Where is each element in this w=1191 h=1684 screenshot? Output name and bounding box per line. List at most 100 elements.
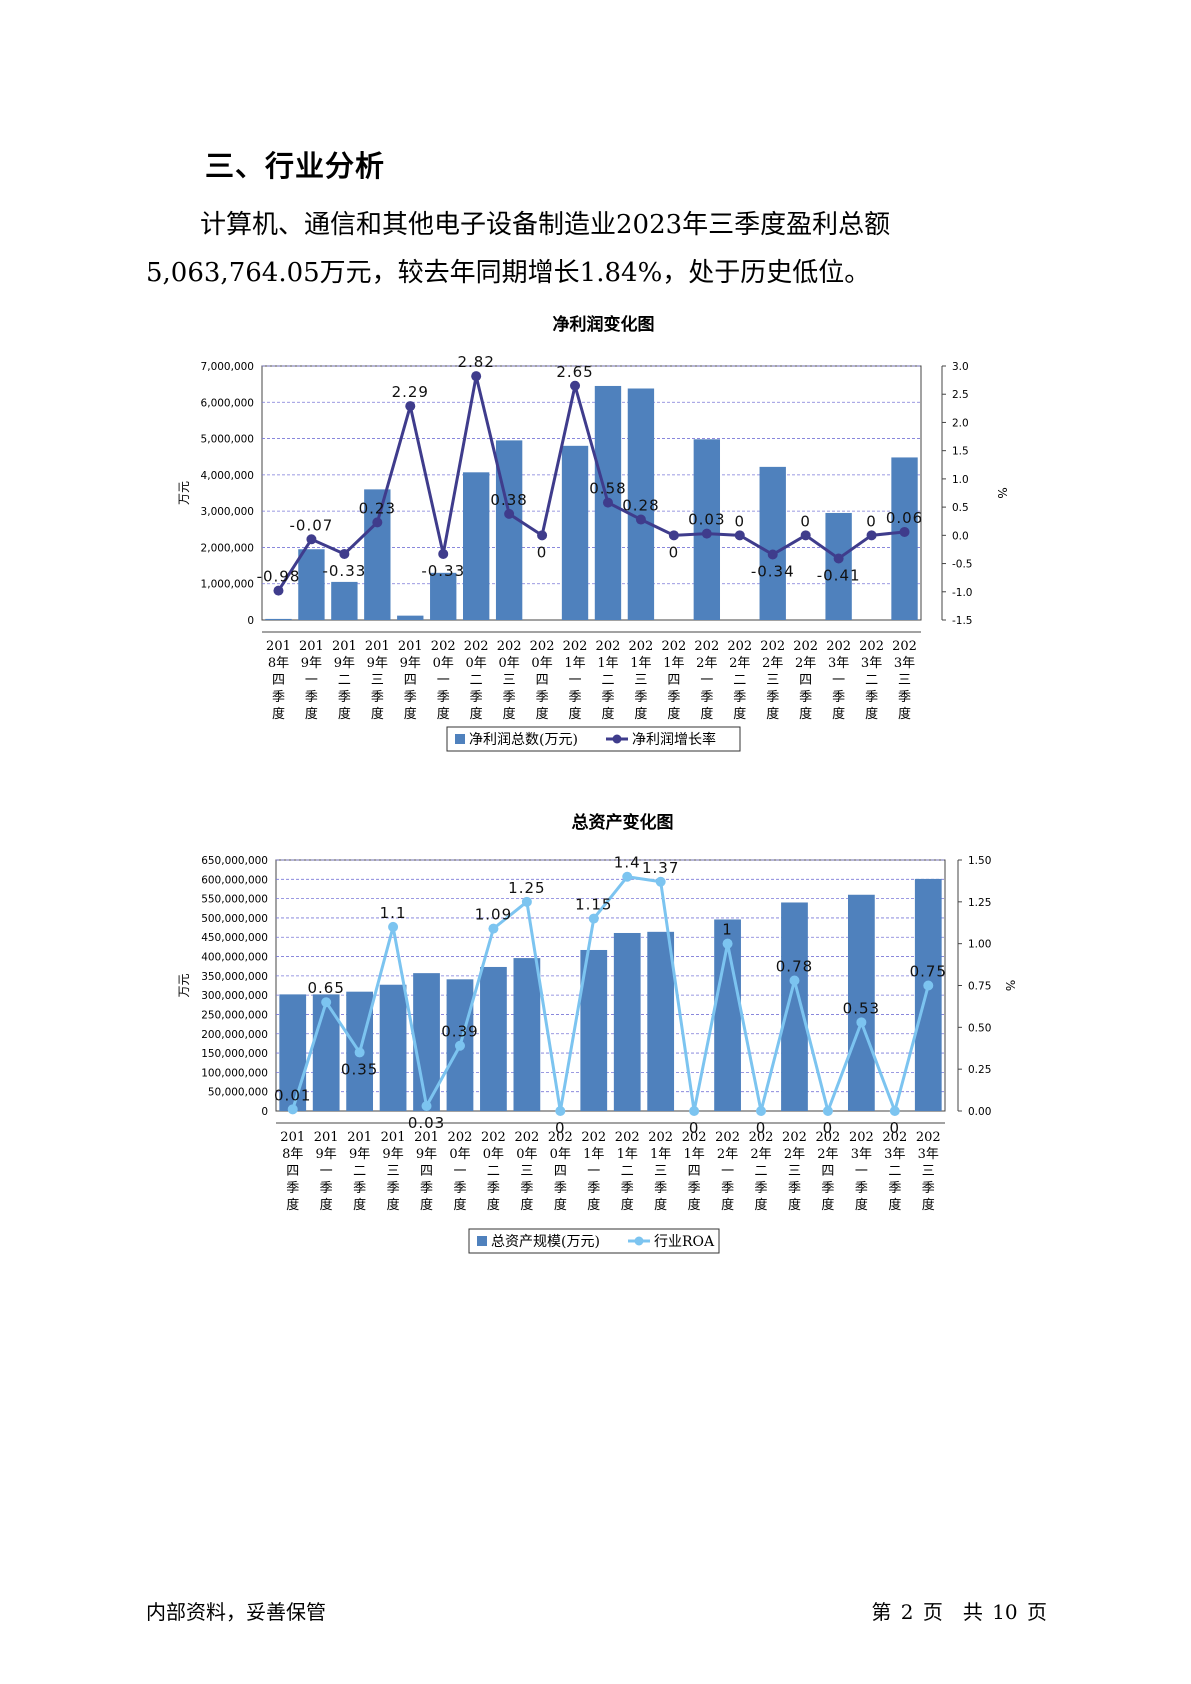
legend-bar-label: 总资产规模(万元) <box>491 1234 600 1250</box>
x-tick-label: 202 0年二季度 <box>481 1130 506 1213</box>
y2-tick-label: 1.0 <box>952 474 969 486</box>
y-axis-title: 万元 <box>177 481 191 505</box>
x-tick-label: 201 9年二季度 <box>347 1130 372 1213</box>
y-tick-label: 1,000,000 <box>201 579 254 591</box>
bar <box>561 445 589 620</box>
line-point <box>722 938 733 949</box>
bar <box>825 512 852 620</box>
y2-tick-label: 0.0 <box>952 530 969 542</box>
bar <box>331 581 358 620</box>
y-tick-label: 650,000,000 <box>201 855 268 867</box>
line-point <box>421 1100 432 1111</box>
bar <box>430 572 457 620</box>
x-tick-label: 202 0年一季度 <box>448 1130 473 1213</box>
y-tick-label: 350,000,000 <box>201 971 268 983</box>
x-tick-label: 202 1年一季度 <box>563 639 588 722</box>
line-point <box>856 1017 867 1028</box>
line-point <box>555 1106 566 1116</box>
data-label: 1.4 <box>614 854 641 872</box>
data-label: 1 <box>722 921 733 939</box>
data-label: 0.38 <box>490 491 527 509</box>
line-point <box>488 923 499 934</box>
y-tick-label: 2,000,000 <box>201 542 254 554</box>
data-label: 1.15 <box>575 896 612 914</box>
y2-tick-label: -1.0 <box>952 587 973 599</box>
line-series <box>291 875 930 1116</box>
line-point <box>622 871 633 882</box>
bar <box>312 994 340 1111</box>
y-tick-label: 400,000,000 <box>201 952 268 964</box>
legend-line-marker <box>634 1236 644 1246</box>
line-point <box>655 876 666 887</box>
line-point <box>866 530 877 541</box>
data-label: 2.29 <box>392 383 429 401</box>
line-point <box>471 371 482 382</box>
line-point <box>388 921 399 932</box>
x-tick-label: 202 2年四季度 <box>793 639 818 722</box>
data-label: 1.09 <box>475 906 512 924</box>
line-point <box>570 380 581 391</box>
y2-tick-label: 1.5 <box>952 446 969 458</box>
bar <box>298 549 325 620</box>
data-label: 2.65 <box>556 363 593 381</box>
y2-axis-title: % <box>995 487 1009 498</box>
x-tick-label: 202 3年二季度 <box>859 639 884 722</box>
y-tick-label: 250,000,000 <box>201 1009 268 1021</box>
x-tick-label: 202 1年三季度 <box>648 1130 673 1213</box>
line-point <box>789 975 800 986</box>
y2-tick-label: 1.00 <box>968 939 991 951</box>
x-tick-label: 202 2年四季度 <box>816 1130 841 1213</box>
data-label: 0 <box>890 1119 901 1137</box>
plot-frame <box>275 859 946 1112</box>
legend-line-label: 净利润增长率 <box>632 731 716 748</box>
y-tick-label: 5,000,000 <box>201 434 254 446</box>
x-tick-label: 202 0年四季度 <box>530 639 555 722</box>
x-tick-label: 202 3年二季度 <box>882 1130 907 1213</box>
data-label: 0 <box>866 512 877 530</box>
bar <box>364 489 391 620</box>
y2-tick-label: -0.5 <box>952 559 973 571</box>
legend-box <box>468 1228 720 1254</box>
data-label: 0 <box>735 512 746 530</box>
data-label: -0.33 <box>322 562 366 580</box>
y-tick-label: 150,000,000 <box>201 1048 268 1060</box>
data-label: 0.03 <box>688 511 725 529</box>
legend-line-marker <box>612 734 622 744</box>
data-label: -0.41 <box>817 566 861 584</box>
x-tick-label: 202 2年三季度 <box>782 1130 807 1213</box>
y2-tick-label: 3.0 <box>952 361 969 373</box>
data-label: 0 <box>669 543 680 561</box>
y-tick-label: 100,000,000 <box>201 1067 268 1079</box>
line-point <box>923 980 934 991</box>
data-label: 0.35 <box>341 1060 378 1078</box>
bar <box>513 958 541 1111</box>
line-point <box>689 1106 700 1116</box>
x-tick-label: 202 2年二季度 <box>727 639 752 722</box>
line-point <box>273 585 284 596</box>
section-title: 三、行业分析 <box>205 149 386 183</box>
legend-bar-label: 净利润总数(万元) <box>469 732 578 748</box>
x-tick-label: 202 0年二季度 <box>464 639 489 722</box>
y-tick-label: 0 <box>261 1106 268 1118</box>
y-tick-label: 300,000,000 <box>201 990 268 1002</box>
x-tick-label: 202 2年一季度 <box>715 1130 740 1213</box>
data-label: 1.1 <box>380 904 407 922</box>
x-tick-label: 202 1年四季度 <box>682 1130 707 1213</box>
x-tick-label: 201 9年二季度 <box>332 639 357 722</box>
y2-tick-label: 0.25 <box>968 1064 991 1076</box>
line-point <box>602 497 613 508</box>
x-tick-label: 201 9年三季度 <box>381 1130 406 1213</box>
plot-frame <box>261 365 922 621</box>
net-profit-chart: 净利润变化图 0 1,000,000 2,000,000 3,000,000 4,000,… <box>177 314 1009 752</box>
y-tick-label: 6,000,000 <box>201 397 254 409</box>
line-point <box>833 553 844 564</box>
legend-bar-swatch <box>455 734 465 744</box>
data-label: -0.34 <box>751 563 795 581</box>
x-tick-label: 202 1年二季度 <box>596 639 621 722</box>
y2-tick-label: 0.5 <box>952 502 969 514</box>
bar <box>279 994 307 1111</box>
x-tick-label: 202 0年三季度 <box>497 639 522 722</box>
x-tick-label: 202 2年二季度 <box>749 1130 774 1213</box>
footer-page-number: 第 2 页 共 10 页 <box>871 1600 1047 1624</box>
data-label: 0 <box>823 1119 834 1137</box>
